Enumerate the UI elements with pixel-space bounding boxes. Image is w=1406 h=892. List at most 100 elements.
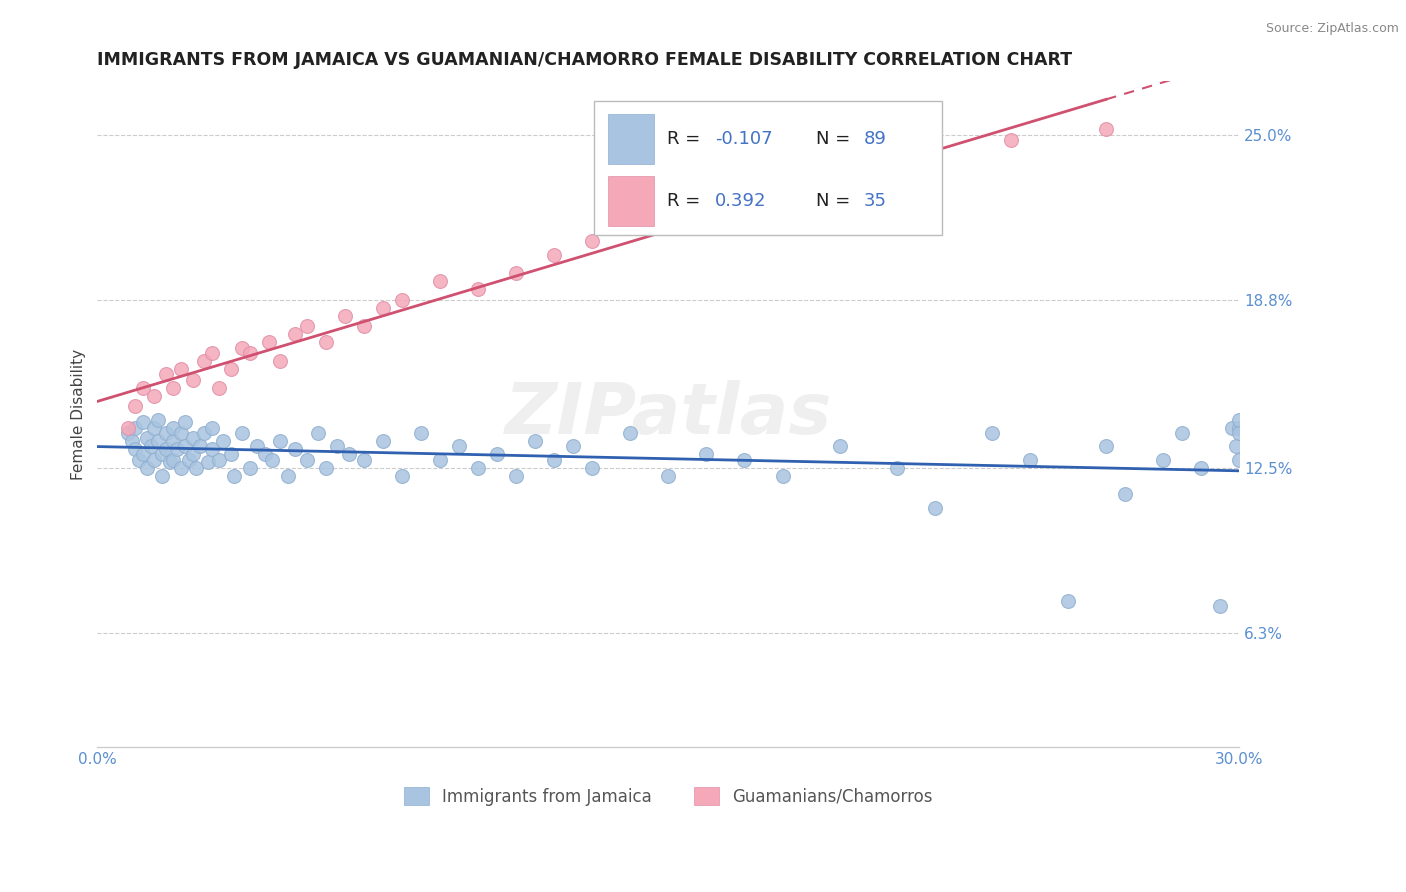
Point <box>429 452 451 467</box>
Point <box>486 447 509 461</box>
Point <box>200 442 222 456</box>
Text: -0.107: -0.107 <box>716 129 773 147</box>
Point <box>543 452 565 467</box>
Point <box>980 425 1002 440</box>
Point <box>1114 487 1136 501</box>
Point <box>284 327 307 342</box>
Text: 89: 89 <box>863 129 887 147</box>
Point <box>581 234 603 248</box>
Point <box>543 247 565 261</box>
Point <box>253 447 276 461</box>
Point <box>208 381 231 395</box>
Point <box>269 434 291 448</box>
Point <box>143 452 166 467</box>
Point <box>135 431 157 445</box>
Point <box>467 460 489 475</box>
Y-axis label: Female Disability: Female Disability <box>72 349 86 480</box>
Bar <box>607 177 654 227</box>
Point <box>371 434 394 448</box>
Text: ZIPatlas: ZIPatlas <box>505 380 832 449</box>
Point <box>353 452 375 467</box>
Point <box>353 319 375 334</box>
Point <box>657 212 679 227</box>
Point <box>148 412 170 426</box>
Point <box>188 439 211 453</box>
Text: 35: 35 <box>863 192 887 211</box>
Point <box>810 176 832 190</box>
Point <box>257 335 280 350</box>
Point <box>371 301 394 315</box>
Point <box>170 362 193 376</box>
Point <box>132 415 155 429</box>
Point <box>924 500 946 515</box>
Text: N =: N = <box>815 192 856 211</box>
Point <box>143 420 166 434</box>
Point <box>224 468 246 483</box>
Point <box>262 452 284 467</box>
Point <box>1209 599 1232 614</box>
Point <box>143 389 166 403</box>
Point <box>333 309 356 323</box>
Point <box>307 425 329 440</box>
Point <box>193 425 215 440</box>
Legend: Immigrants from Jamaica, Guamanians/Chamorros: Immigrants from Jamaica, Guamanians/Cham… <box>398 780 939 813</box>
Point <box>181 447 204 461</box>
Point <box>1095 122 1118 136</box>
Point <box>219 362 242 376</box>
Point <box>150 468 173 483</box>
Point <box>212 434 235 448</box>
Point <box>170 460 193 475</box>
Point <box>124 420 146 434</box>
Point <box>193 354 215 368</box>
Point <box>562 439 585 453</box>
Point <box>505 468 527 483</box>
Point <box>467 282 489 296</box>
Point <box>170 425 193 440</box>
Point <box>197 455 219 469</box>
Text: 0.392: 0.392 <box>716 192 766 211</box>
Point <box>162 434 184 448</box>
Point <box>148 434 170 448</box>
Point <box>231 425 253 440</box>
Point <box>128 452 150 467</box>
Point <box>174 415 197 429</box>
Point <box>337 447 360 461</box>
Point <box>124 442 146 456</box>
Point <box>117 420 139 434</box>
Point <box>1057 594 1080 608</box>
Point <box>1227 452 1250 467</box>
Point <box>269 354 291 368</box>
Point <box>162 452 184 467</box>
Point <box>1171 425 1194 440</box>
Point <box>150 447 173 461</box>
Point <box>391 293 413 307</box>
Point <box>326 439 349 453</box>
Point <box>1220 420 1243 434</box>
Point <box>186 460 208 475</box>
Point <box>429 274 451 288</box>
Bar <box>607 113 654 163</box>
Point <box>391 468 413 483</box>
Point <box>155 368 177 382</box>
Point <box>581 460 603 475</box>
Point <box>1189 460 1212 475</box>
Bar <box>595 102 942 235</box>
Point <box>619 425 641 440</box>
Point <box>181 373 204 387</box>
Point <box>734 452 756 467</box>
Point <box>295 452 318 467</box>
Point <box>162 381 184 395</box>
Point <box>155 425 177 440</box>
Point <box>447 439 470 453</box>
Point <box>1152 452 1174 467</box>
Text: IMMIGRANTS FROM JAMAICA VS GUAMANIAN/CHAMORRO FEMALE DISABILITY CORRELATION CHAR: IMMIGRANTS FROM JAMAICA VS GUAMANIAN/CHA… <box>97 51 1073 69</box>
Point <box>619 220 641 235</box>
Point <box>181 431 204 445</box>
Point <box>714 202 737 217</box>
Point <box>219 447 242 461</box>
Text: R =: R = <box>668 129 706 147</box>
Point <box>177 452 200 467</box>
Point <box>886 460 908 475</box>
Point <box>208 452 231 467</box>
Point <box>1225 439 1247 453</box>
